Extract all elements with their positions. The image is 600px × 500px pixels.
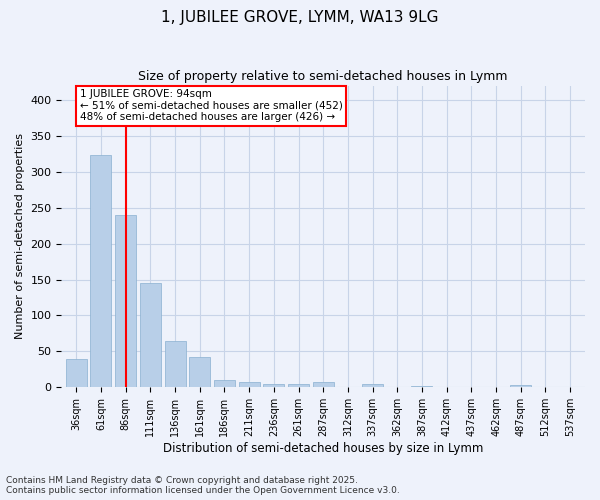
Text: 1 JUBILEE GROVE: 94sqm
← 51% of semi-detached houses are smaller (452)
48% of se: 1 JUBILEE GROVE: 94sqm ← 51% of semi-det… — [80, 89, 343, 122]
Bar — [412, 386, 433, 388]
Bar — [510, 385, 531, 388]
Bar — [189, 357, 210, 388]
X-axis label: Distribution of semi-detached houses by size in Lymm: Distribution of semi-detached houses by … — [163, 442, 484, 455]
Y-axis label: Number of semi-detached properties: Number of semi-detached properties — [15, 134, 25, 340]
Bar — [115, 215, 136, 388]
Bar — [214, 380, 235, 388]
Bar — [164, 340, 185, 388]
Bar — [313, 382, 334, 388]
Text: Contains HM Land Registry data © Crown copyright and database right 2025.
Contai: Contains HM Land Registry data © Crown c… — [6, 476, 400, 495]
Bar — [263, 384, 284, 388]
Bar — [66, 358, 87, 388]
Title: Size of property relative to semi-detached houses in Lymm: Size of property relative to semi-detach… — [139, 70, 508, 83]
Bar — [140, 283, 161, 388]
Bar — [288, 384, 309, 388]
Text: 1, JUBILEE GROVE, LYMM, WA13 9LG: 1, JUBILEE GROVE, LYMM, WA13 9LG — [161, 10, 439, 25]
Bar — [362, 384, 383, 388]
Bar — [239, 382, 260, 388]
Bar — [91, 156, 112, 388]
